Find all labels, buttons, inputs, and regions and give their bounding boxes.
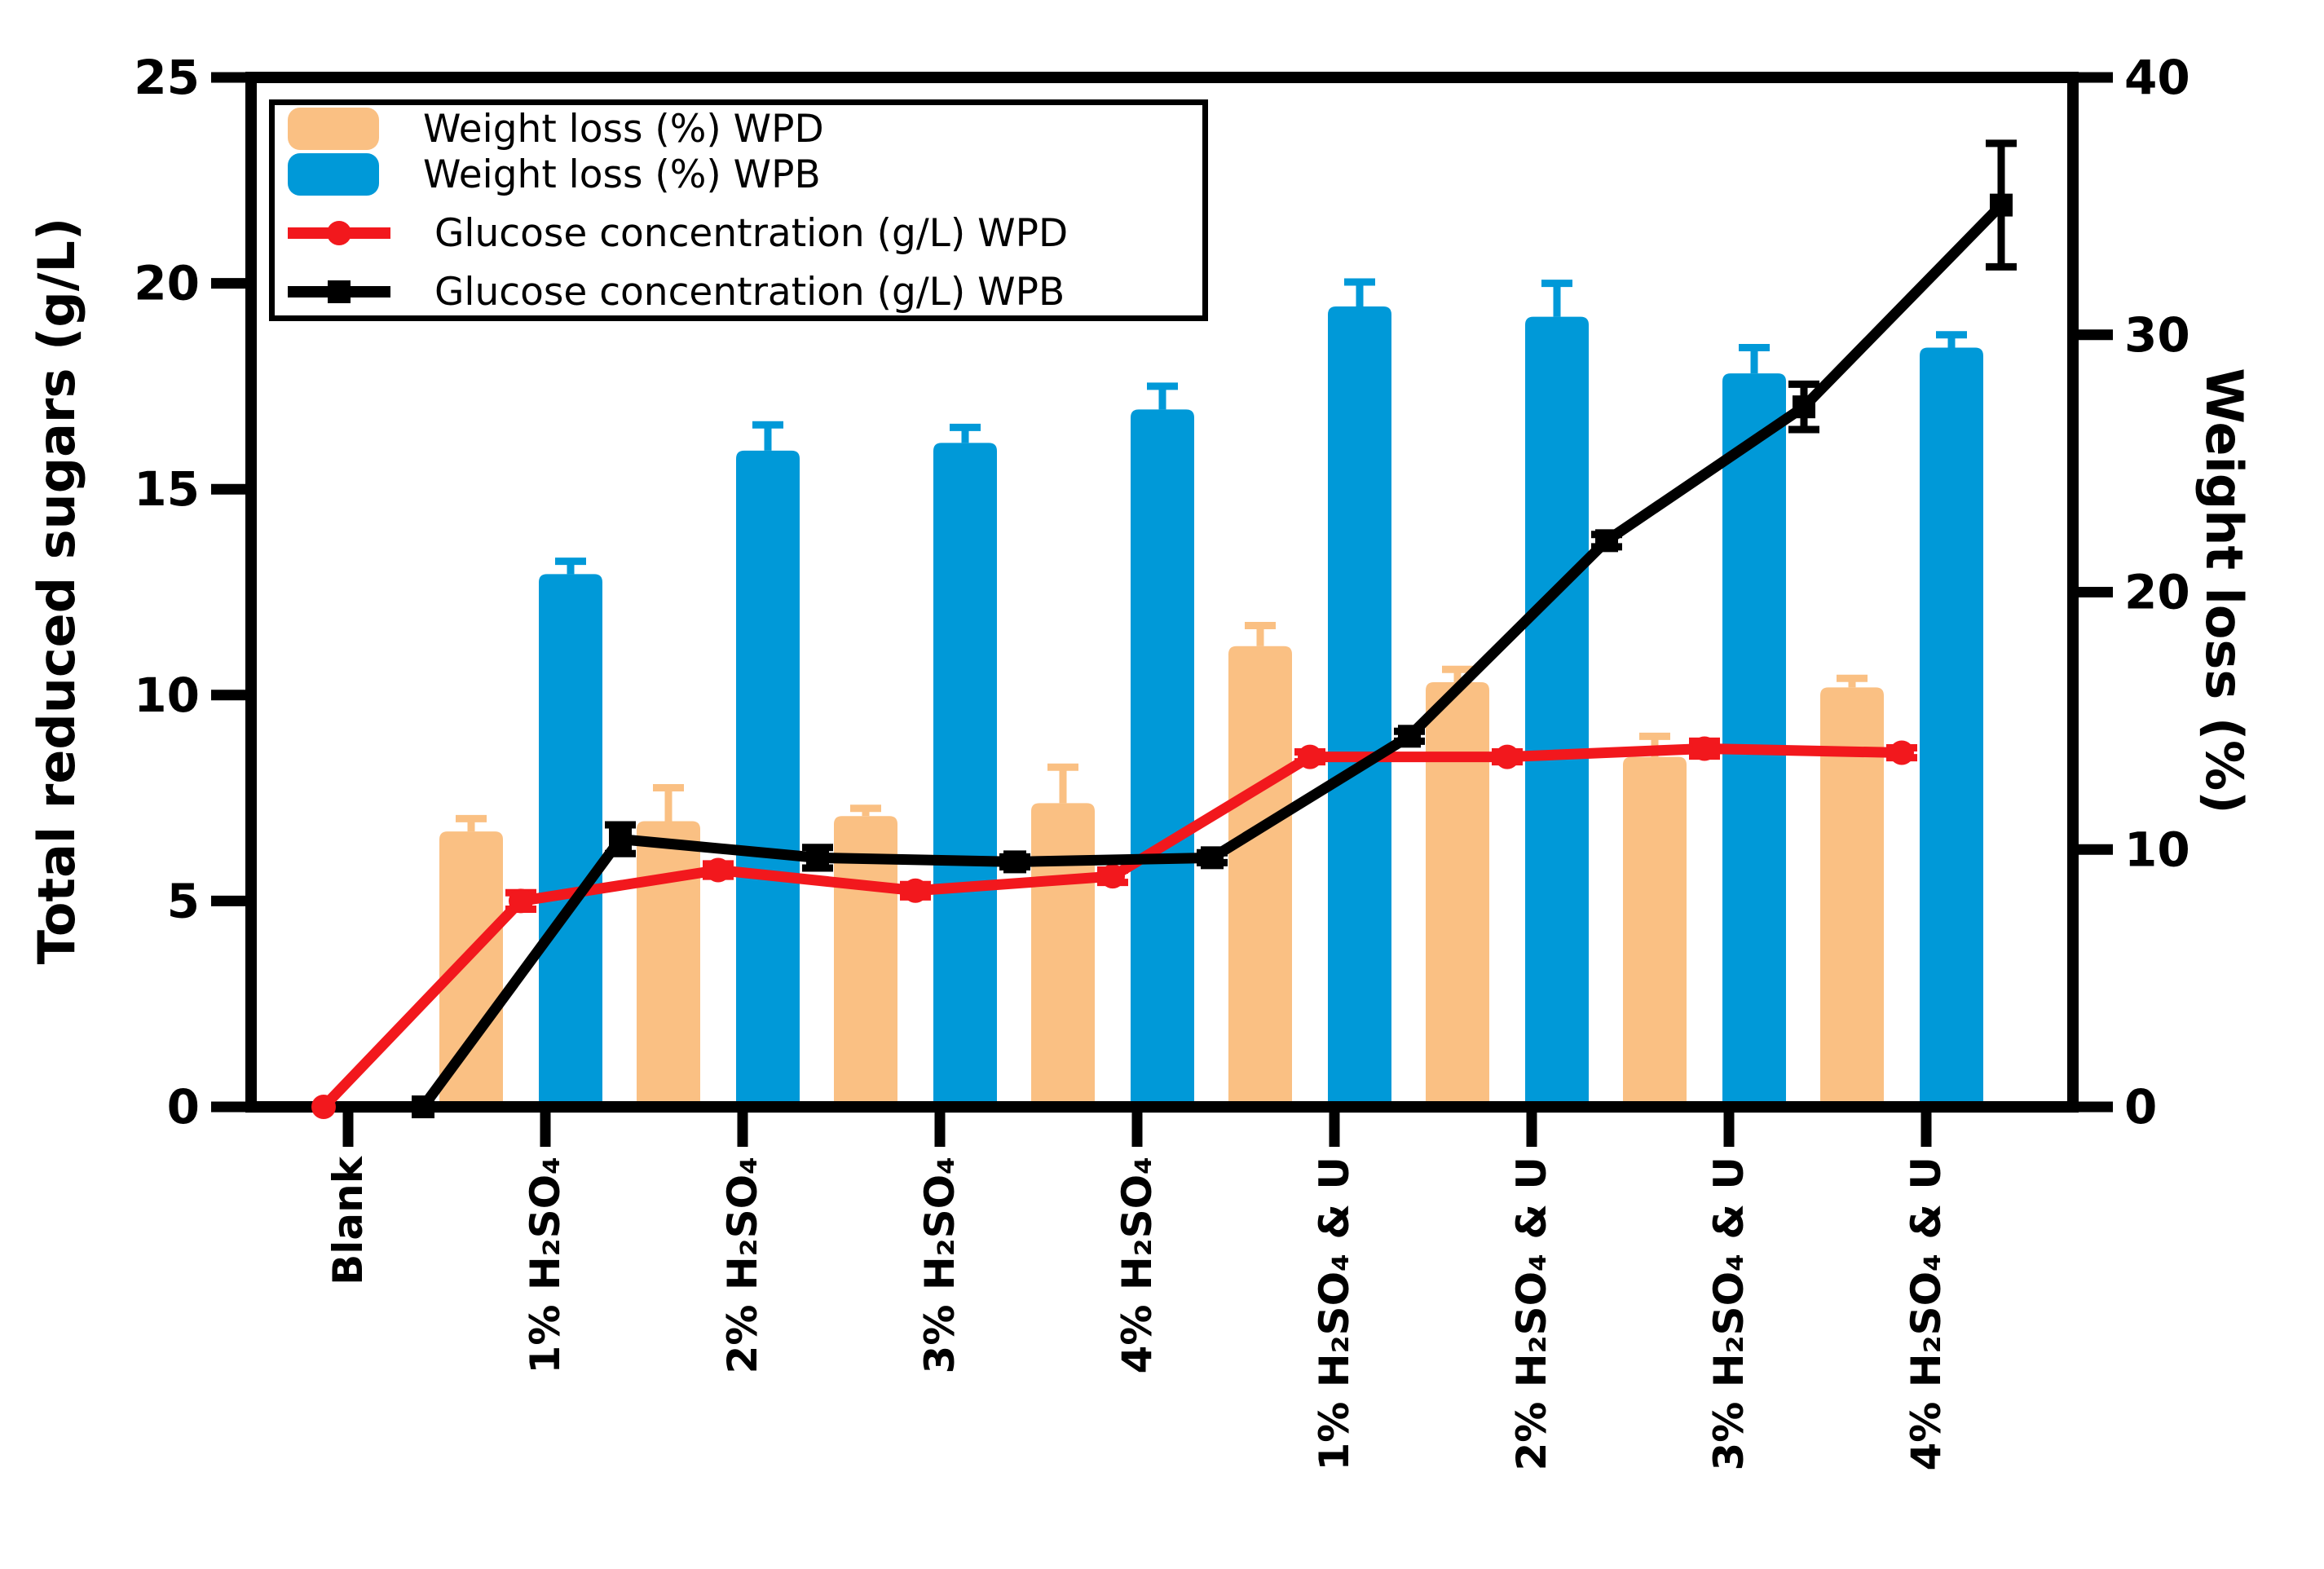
marker-square-cat2 [806,846,829,870]
bar-wpd-cat8 [1820,687,1884,1107]
left-axis-tick-label: 10 [134,668,200,723]
legend-label: Weight loss (%) WPB [423,152,821,197]
marker-circle-cat4 [1100,864,1125,889]
marker-square-cat0 [412,1095,434,1118]
left-axis-tick-label: 25 [134,50,200,105]
marker-square-cat8 [1990,193,2013,217]
marker-circle-cat1 [509,888,533,914]
x-tick-label: 1% H₂SO₄ [522,1157,569,1373]
x-tick-label: 2% H₂SO₄ & U [1508,1157,1555,1470]
legend-swatch-blue-bar [288,153,379,196]
bar-wpd-cat5 [1228,646,1292,1107]
x-tick-label: Blank [324,1155,372,1285]
black-square-marker-icon [328,280,351,303]
marker-square-cat4 [1201,846,1224,870]
right-axis-tick-label: 10 [2124,822,2190,877]
left-axis-title: Total reduced sugars (g/L) [27,217,86,965]
bar-wpb-cat1 [539,574,602,1107]
marker-circle-cat5 [1298,744,1322,769]
bar-wpb-cat5 [1328,306,1391,1108]
left-axis-tick-label: 20 [134,256,200,311]
x-tick-label: 4% H₂SO₄ [1113,1157,1161,1373]
marker-circle-cat8 [1890,740,1914,765]
left-axis-tick-label: 5 [167,873,200,928]
bar-wpb-cat3 [933,443,997,1107]
marker-square-cat3 [1003,850,1026,874]
red-circle-marker-icon [327,221,351,245]
x-tick-label: 4% H₂SO₄ & U [1903,1157,1950,1470]
marker-circle-cat6 [1495,744,1519,769]
bar-wpd-cat4 [1031,803,1095,1107]
legend-item-weight-loss-wpb: Weight loss (%) WPB [288,152,1202,197]
legend-label: Glucose concentration (g/L) WPB [434,269,1065,315]
bar-wpd-cat6 [1426,682,1489,1107]
right-axis-tick-label: 0 [2124,1079,2157,1135]
bar-wpb-cat8 [1920,347,1983,1108]
legend-label: Weight loss (%) WPD [423,106,824,152]
legend-swatch-black-line [288,271,390,313]
marker-square-cat1 [609,827,632,851]
bar-wpd-cat7 [1623,756,1687,1107]
marker-circle-cat7 [1692,736,1717,761]
legend-swatch-orange-bar [288,108,379,150]
legend: Weight loss (%) WPD Weight loss (%) WPB … [269,99,1208,321]
bar-wpd-cat2 [637,821,700,1107]
right-axis-tick-label: 40 [2124,50,2190,105]
legend-item-weight-loss-wpd: Weight loss (%) WPD [288,106,1202,152]
marker-circle-cat0 [311,1095,336,1119]
x-tick-label: 1% H₂SO₄ & U [1311,1157,1358,1470]
marker-square-cat6 [1595,529,1618,553]
marker-circle-cat2 [706,857,730,883]
right-axis-title: Weight loss (%) [2194,368,2254,814]
bar-wpb-cat7 [1722,373,1786,1107]
left-axis-tick-label: 15 [134,461,200,517]
left-axis-tick-label: 0 [167,1079,200,1135]
bar-wpd-cat1 [439,831,503,1107]
legend-item-glucose-wpd: Glucose concentration (g/L) WPD [288,210,1202,256]
x-tick-label: 2% H₂SO₄ [719,1157,766,1373]
marker-square-cat7 [1793,395,1815,419]
x-tick-label: 3% H₂SO₄ [916,1157,964,1373]
bar-wpb-cat6 [1525,316,1589,1108]
bar-wpb-cat2 [736,450,800,1107]
marker-square-cat5 [1398,725,1421,748]
bar-wpb-cat4 [1131,409,1194,1107]
x-tick-label: 3% H₂SO₄ & U [1705,1157,1753,1470]
plot-frame [245,72,2079,1113]
legend-label: Glucose concentration (g/L) WPD [434,210,1069,256]
legend-swatch-red-line [288,212,390,254]
marker-circle-cat3 [903,878,928,903]
right-axis-tick-label: 20 [2124,565,2190,620]
legend-item-glucose-wpb: Glucose concentration (g/L) WPB [288,269,1202,315]
right-axis-tick-label: 30 [2124,307,2190,363]
